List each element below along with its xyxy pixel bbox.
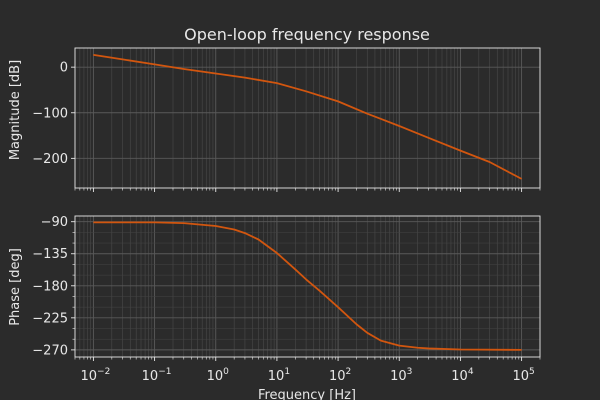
x-tick-label: 101 — [268, 367, 290, 384]
series-line — [93, 53, 523, 180]
x-axis-label: Frequency [Hz] — [258, 388, 356, 400]
plot-area — [75, 216, 540, 357]
y-tick-label: −270 — [32, 343, 68, 358]
y-tick-label: −225 — [32, 311, 68, 326]
axes-frame — [74, 215, 541, 358]
phase-panel: −90 −135 −180 −225 −270 10−2 10−1 100 101 102 103 1… — [32, 215, 541, 384]
chart-title: Open-loop frequency response — [184, 25, 430, 44]
magnitude-axis-label: Magnitude [dB] — [8, 60, 23, 160]
x-tick-label: 100 — [207, 367, 230, 384]
plot-area — [75, 48, 540, 188]
phase-axis-label: Phase [deg] — [8, 248, 23, 326]
series-line — [93, 221, 522, 351]
y-tick-label: −200 — [32, 152, 68, 167]
x-tick-label: 105 — [512, 367, 534, 384]
x-tick-label: 10−1 — [142, 367, 172, 384]
y-tick-label: −180 — [32, 279, 68, 294]
y-tick-label: −100 — [32, 106, 68, 121]
magnitude-panel: 0 −100 −200 — [32, 47, 541, 192]
y-tick-label: 0 — [60, 61, 68, 76]
x-tick-label: 104 — [451, 367, 474, 384]
y-tick-label: −90 — [41, 215, 68, 230]
x-tick-label: 103 — [390, 367, 412, 384]
x-tick-label: 10−2 — [80, 367, 110, 384]
axes-frame — [74, 47, 541, 189]
x-tick-label: 102 — [329, 367, 351, 384]
y-tick-label: −135 — [32, 247, 68, 262]
